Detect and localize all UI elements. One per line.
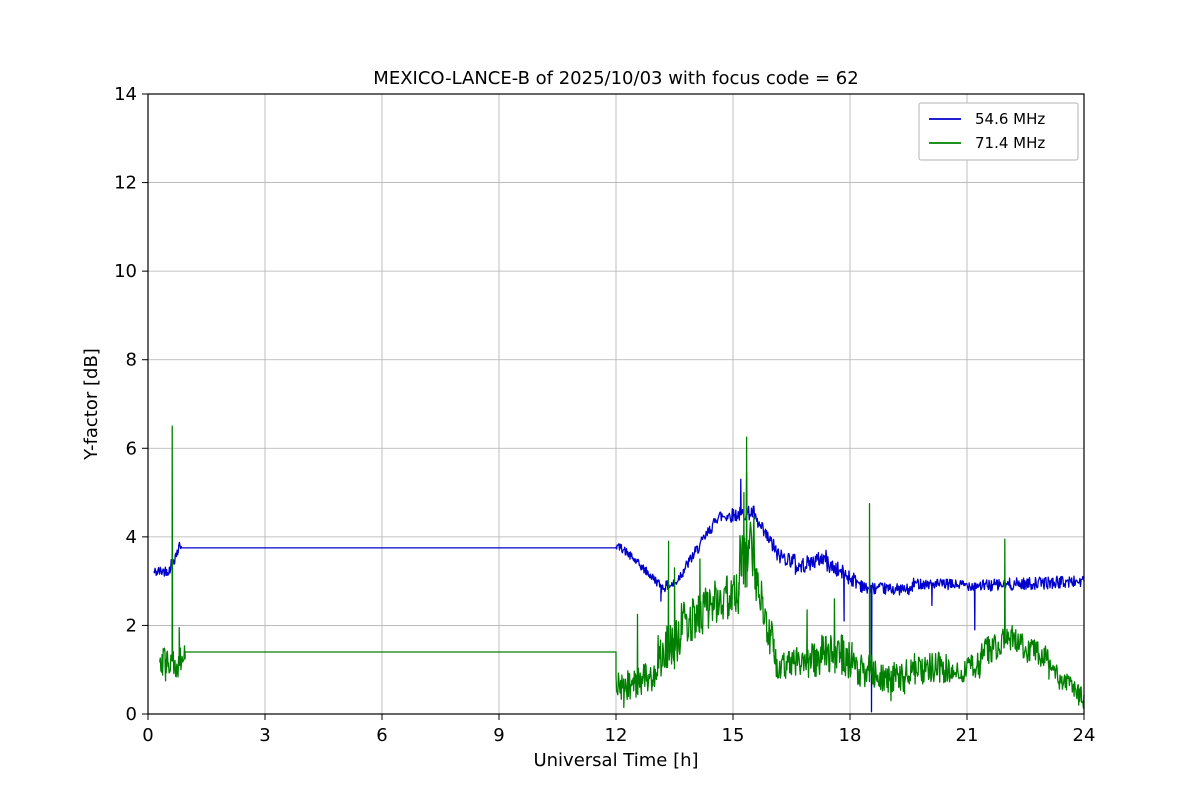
y-tick-label: 4 (126, 527, 137, 548)
grid-lines (148, 94, 1084, 714)
x-tick-label: 9 (493, 725, 504, 746)
series-line-71-4-mhz (159, 425, 1085, 709)
x-tick-label: 0 (142, 725, 153, 746)
x-tick-label: 18 (839, 725, 862, 746)
chart-title: MEXICO-LANCE-B of 2025/10/03 with focus … (373, 68, 858, 89)
series-lines (153, 425, 1085, 713)
y-tick-label: 12 (114, 173, 137, 194)
x-tick-label: 3 (259, 725, 270, 746)
legend-box (918, 102, 1079, 161)
y-tick-label: 14 (114, 84, 137, 105)
y-tick-label: 2 (126, 615, 137, 636)
y-tick-label: 10 (114, 261, 137, 282)
y-tick-label: 8 (126, 350, 137, 371)
x-tick-label: 15 (722, 725, 745, 746)
x-axis-label: Universal Time [h] (533, 750, 698, 771)
y-tick-label: 0 (126, 704, 137, 725)
y-axis-label: Y-factor [dB] (81, 348, 102, 461)
y-tick-label: 6 (126, 438, 137, 459)
x-tick-label: 12 (605, 725, 628, 746)
legend-label-71-4-mhz: 71.4 MHz (975, 134, 1045, 152)
x-tick-label: 24 (1073, 725, 1096, 746)
x-tick-label: 6 (376, 725, 387, 746)
x-tick-label: 21 (956, 725, 979, 746)
legend-label-54-6-mhz: 54.6 MHz (975, 110, 1045, 128)
legend: 54.6 MHz 71.4 MHz (918, 102, 1079, 161)
